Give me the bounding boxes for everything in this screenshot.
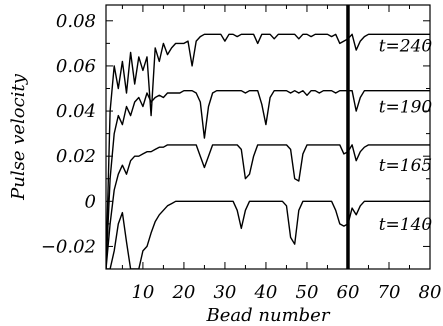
y-tick-label: 0.08 bbox=[56, 11, 96, 32]
y-tick-label: 0.06 bbox=[56, 56, 96, 77]
series-label-2: t=165 bbox=[379, 156, 433, 176]
x-tick-label: 70 bbox=[378, 282, 401, 303]
x-tick-label: 40 bbox=[253, 282, 277, 303]
series-label-1: t=190 bbox=[379, 98, 433, 118]
series-labels-layer: t=240 t=190 t=165 t=140 bbox=[379, 37, 433, 235]
plot-frame bbox=[105, 4, 431, 270]
series-line-2 bbox=[106, 144, 430, 269]
x-tick-label: 20 bbox=[171, 282, 195, 303]
y-tick-label: 0.02 bbox=[56, 146, 96, 167]
series-label-3: t=140 bbox=[379, 215, 433, 235]
tick-labels-layer: 10 20 30 40 50 60 70 80 −0.02 0 0.02 0.04 0.06 0.08 bbox=[41, 11, 442, 303]
x-tick-label: 10 bbox=[131, 282, 154, 303]
x-tick-label: 80 bbox=[419, 282, 442, 303]
series-line-3 bbox=[106, 200, 430, 269]
ticks-layer bbox=[106, 5, 431, 269]
x-tick-label: 30 bbox=[213, 282, 236, 303]
y-axis-title: Pulse velocity bbox=[8, 73, 29, 201]
x-tick-label: 50 bbox=[296, 282, 319, 303]
x-tick-label: 60 bbox=[337, 282, 360, 303]
series-line-0 bbox=[106, 33, 430, 269]
series-label-0: t=240 bbox=[379, 37, 433, 57]
y-tick-label: −0.02 bbox=[41, 236, 96, 257]
series-line-1 bbox=[106, 90, 430, 269]
x-axis-title: Bead number bbox=[206, 305, 331, 326]
y-tick-label: 0 bbox=[85, 191, 96, 212]
y-tick-label: 0.04 bbox=[56, 101, 96, 122]
series-layer bbox=[106, 33, 430, 269]
